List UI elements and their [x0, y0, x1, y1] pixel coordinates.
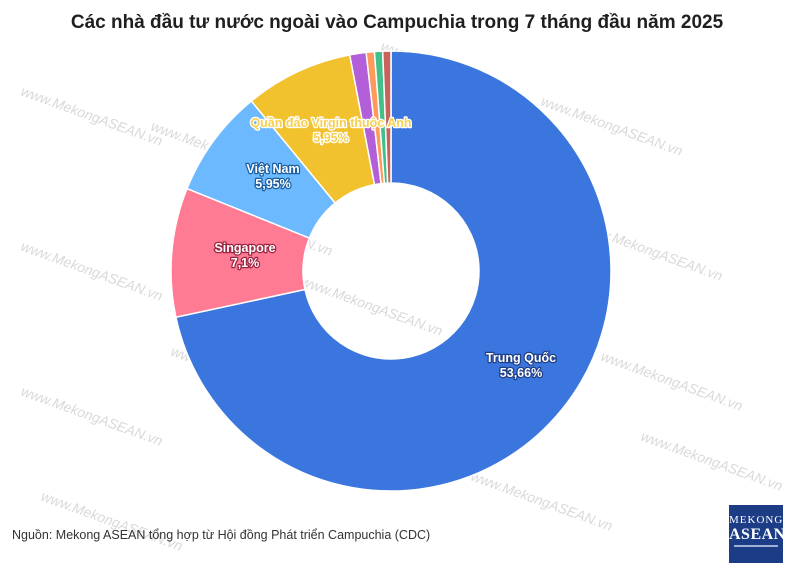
slice-value: 5,95% — [255, 177, 290, 191]
watermark-text: www.MekongASEAN.vn — [469, 468, 615, 534]
slice-name: Trung Quốc — [486, 351, 556, 365]
slice-label: Việt Nam 5,95% — [246, 162, 299, 191]
mekong-asean-logo: MEKONG ASEAN — [729, 505, 786, 563]
slice-value: 7,1% — [231, 256, 260, 270]
labels-layer: Trung Quốc 53,66%Singapore 7,1%Việt Nam 5,9… — [213, 115, 557, 382]
slice-value: 53,66% — [500, 366, 542, 380]
watermark-text: www.MekongASEAN.vn — [639, 428, 785, 494]
slice-name: Quần đảo Virgin thuộc Anh — [250, 116, 411, 130]
watermark-text: www.MekongASEAN.vn — [19, 238, 165, 304]
donut-slice — [381, 50, 392, 184]
chart-title: Các nhà đầu tư nước ngoài vào Campuchia … — [70, 12, 724, 33]
donut-slice — [175, 50, 612, 492]
logo-rule — [734, 545, 778, 547]
watermark-text: www.MekongASEAN.vn — [39, 488, 185, 554]
slice-name: Việt Nam — [246, 162, 299, 176]
slice-label: Singapore 7,1% — [214, 241, 275, 270]
slice-label: Quần đảo Virgin thuộc Anh 5,95% — [250, 116, 411, 145]
logo-line1: MEKONG — [729, 514, 784, 526]
logo-line2: ASEAN — [729, 526, 786, 543]
slice-value: 5,95% — [313, 131, 348, 145]
slice-label: Trung Quốc 53,66% — [486, 351, 556, 380]
watermark-text: www.MekongASEAN.vn — [599, 348, 745, 414]
watermark-text: www.MekongASEAN.vn — [19, 83, 165, 149]
slice-name: Singapore — [214, 241, 275, 255]
watermark-text: www.MekongASEAN.vn — [19, 383, 165, 449]
source-note: Nguồn: Mekong ASEAN tổng hợp từ Hội đồng… — [12, 528, 431, 542]
slices-layer — [170, 50, 612, 492]
